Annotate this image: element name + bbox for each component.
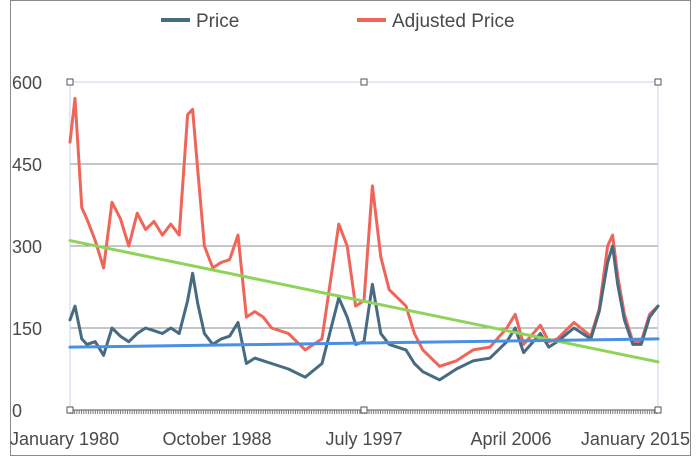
legend-label-adjusted-price: Adjusted Price bbox=[392, 11, 515, 32]
legend-label-price: Price bbox=[196, 11, 239, 32]
legend-item-adjusted-price: Adjusted Price bbox=[357, 11, 515, 32]
plot-corner-top-0 bbox=[66, 78, 74, 86]
plot-corner-bottom-0 bbox=[66, 406, 74, 414]
chart-frame bbox=[10, 0, 691, 456]
plot-corner-bottom-1 bbox=[360, 406, 368, 414]
x-tick-label-2: July 1997 bbox=[325, 429, 402, 449]
legend-item-price: Price bbox=[161, 11, 239, 32]
series-line-price bbox=[68, 244, 660, 382]
y-tick-label-150: 150 bbox=[12, 319, 42, 339]
y-tick-label-600: 600 bbox=[12, 73, 42, 93]
x-axis-tick-labels: January 1980 October 1988 July 1997 April 2… bbox=[10, 429, 690, 449]
y-tick-label-300: 300 bbox=[12, 237, 42, 257]
plot-corner-top-2 bbox=[654, 78, 662, 86]
x-tick-label-1: October 1988 bbox=[162, 429, 271, 449]
trend-lines bbox=[68, 239, 660, 364]
y-tick-label-450: 450 bbox=[12, 155, 42, 175]
y-axis-tick-labels: 0 150 300 450 600 bbox=[12, 73, 42, 421]
x-axis bbox=[66, 78, 662, 414]
series-lines bbox=[68, 96, 660, 382]
legend: Price Adjusted Price bbox=[161, 11, 515, 32]
trendline-price bbox=[68, 337, 660, 349]
y-tick-label-0: 0 bbox=[12, 401, 22, 421]
x-tick-label-4: January 2015 bbox=[581, 429, 690, 449]
x-tick-label-3: April 2006 bbox=[470, 429, 551, 449]
x-tick-label-0: January 1980 bbox=[10, 429, 119, 449]
series-line-adjusted-price bbox=[68, 96, 660, 368]
plot-corner-top-1 bbox=[360, 78, 368, 86]
plot-corner-bottom-2 bbox=[654, 406, 662, 414]
